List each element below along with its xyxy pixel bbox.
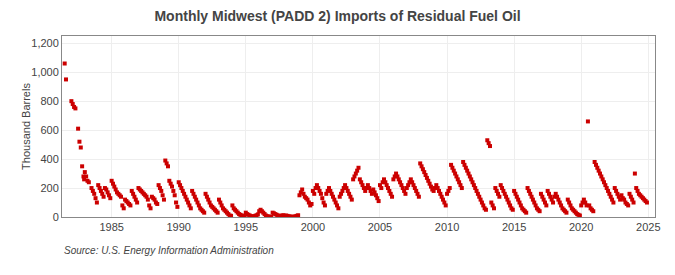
svg-text:400: 400: [40, 153, 58, 165]
svg-text:1,200: 1,200: [31, 37, 59, 49]
svg-text:2010: 2010: [435, 221, 459, 233]
svg-text:1995: 1995: [234, 221, 258, 233]
svg-text:Monthly Midwest (PADD 2) Impor: Monthly Midwest (PADD 2) Imports of Resi…: [154, 8, 520, 24]
svg-text:2005: 2005: [368, 221, 392, 233]
svg-text:Source: U.S. Energy Informatio: Source: U.S. Energy Information Administ…: [64, 245, 274, 256]
svg-text:600: 600: [40, 124, 58, 136]
svg-text:Thousand Barrels: Thousand Barrels: [20, 83, 32, 170]
svg-text:1985: 1985: [99, 221, 123, 233]
svg-text:0: 0: [53, 211, 59, 223]
svg-text:1990: 1990: [166, 221, 190, 233]
svg-text:200: 200: [40, 182, 58, 194]
svg-text:1,000: 1,000: [31, 66, 59, 78]
svg-text:800: 800: [40, 95, 58, 107]
svg-text:2020: 2020: [569, 221, 593, 233]
svg-text:2015: 2015: [502, 221, 526, 233]
svg-text:2025: 2025: [636, 221, 660, 233]
svg-text:2000: 2000: [301, 221, 325, 233]
